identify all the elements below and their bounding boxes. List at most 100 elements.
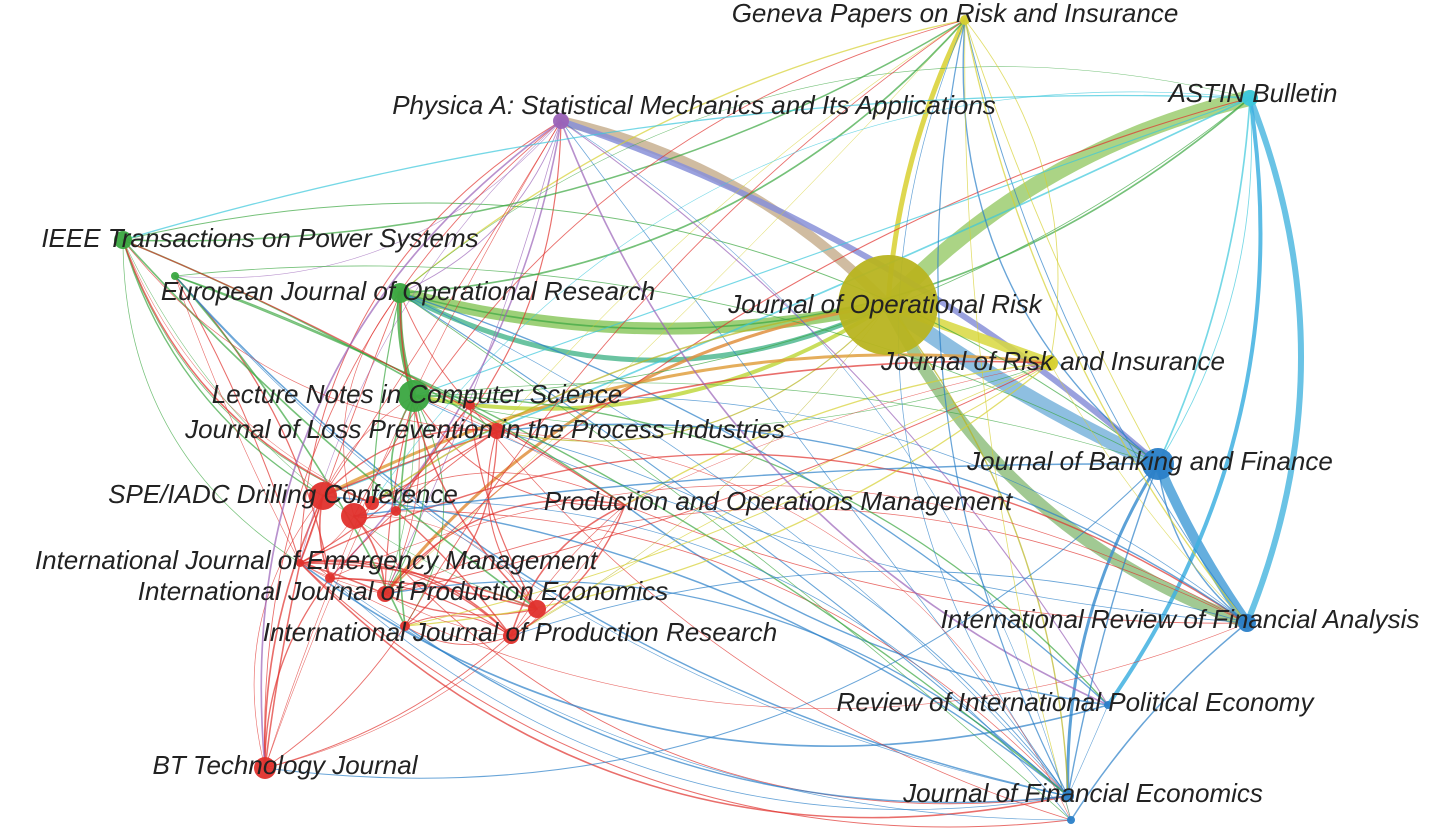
edge — [404, 625, 512, 645]
node — [398, 380, 430, 412]
edge — [510, 504, 626, 637]
node — [489, 423, 505, 439]
edge — [413, 382, 1159, 465]
edge — [384, 120, 562, 595]
edge — [413, 362, 1051, 428]
edge — [399, 19, 966, 294]
edge — [122, 239, 373, 504]
edge — [404, 362, 1051, 627]
edge — [882, 299, 1253, 629]
node — [1242, 90, 1258, 106]
edge — [404, 19, 966, 627]
edge — [264, 120, 562, 769]
edge — [1157, 463, 1248, 624]
labels: Geneva Papers on Risk and Insurance ASTIN… — [35, 0, 1420, 808]
node-label: Production and Operations Management — [544, 486, 1014, 516]
edge — [122, 239, 498, 432]
edge — [264, 463, 1159, 779]
edge — [122, 239, 373, 504]
edge — [496, 19, 966, 432]
node-label: Physica A: Statistical Mechanics and Its… — [392, 90, 996, 120]
node-label: Review of International Political Econom… — [837, 687, 1316, 717]
edge — [299, 292, 401, 564]
edge — [413, 97, 1251, 397]
edge — [174, 275, 301, 564]
edge — [384, 508, 1248, 624]
edge — [1157, 97, 1251, 465]
edge — [299, 120, 562, 564]
edges — [122, 17, 1304, 828]
edge — [122, 239, 538, 610]
edge — [122, 239, 324, 497]
edge — [264, 562, 301, 769]
edge — [1067, 704, 1109, 797]
edge — [299, 562, 538, 610]
edge — [510, 504, 626, 637]
nodes — [114, 15, 1258, 824]
edge — [329, 577, 538, 610]
node — [528, 600, 546, 618]
edge — [322, 495, 1069, 797]
edge — [399, 292, 1109, 706]
edge — [1070, 622, 1248, 821]
node — [309, 482, 337, 510]
node-label: SPE/IADC Drilling Conference — [108, 479, 458, 509]
edge — [384, 395, 427, 595]
edge — [624, 362, 1051, 506]
edge — [964, 19, 1159, 465]
edge — [174, 275, 1069, 797]
edge — [329, 430, 498, 579]
edge — [399, 292, 1069, 797]
node — [341, 503, 367, 529]
edge — [384, 97, 1251, 595]
node — [254, 757, 276, 779]
edge — [624, 362, 1051, 506]
edge — [898, 19, 1069, 797]
node — [171, 272, 179, 280]
edge — [384, 593, 512, 637]
edge — [322, 360, 1051, 497]
node-label: Journal of Banking and Finance — [966, 446, 1333, 476]
edge — [560, 120, 1072, 821]
edge — [510, 570, 1248, 637]
edge — [880, 90, 1258, 313]
edge — [397, 290, 891, 363]
node-label: Lecture Notes in Computer Science — [212, 379, 622, 409]
edge — [496, 430, 1072, 821]
edge — [122, 239, 626, 506]
edge — [264, 504, 626, 769]
edge — [413, 395, 1248, 624]
edge — [264, 120, 562, 769]
edge — [329, 577, 1069, 810]
edge — [122, 239, 538, 610]
edge — [964, 19, 1248, 624]
edge — [469, 396, 1248, 624]
edge — [122, 19, 966, 242]
node — [390, 283, 410, 303]
node-label: International Journal of Production Rese… — [263, 617, 778, 647]
edge — [1066, 462, 1160, 798]
edge — [174, 275, 1069, 797]
node — [377, 586, 393, 602]
node-label: International Journal of Production Econ… — [138, 576, 668, 606]
node — [114, 231, 132, 249]
edge — [371, 91, 1251, 504]
edge — [174, 275, 1069, 797]
edge — [1157, 97, 1252, 465]
edge — [384, 19, 966, 595]
node — [465, 400, 475, 410]
edge — [353, 515, 1069, 805]
edge — [353, 515, 538, 610]
edge — [496, 430, 1069, 797]
edge — [964, 19, 1248, 624]
edge — [174, 120, 562, 279]
edge — [322, 429, 498, 497]
edge — [253, 495, 324, 769]
edge — [887, 304, 1069, 797]
edge — [299, 562, 386, 595]
edge — [560, 120, 1109, 706]
edge — [260, 120, 562, 769]
edge — [1067, 463, 1159, 797]
edge — [384, 395, 415, 595]
